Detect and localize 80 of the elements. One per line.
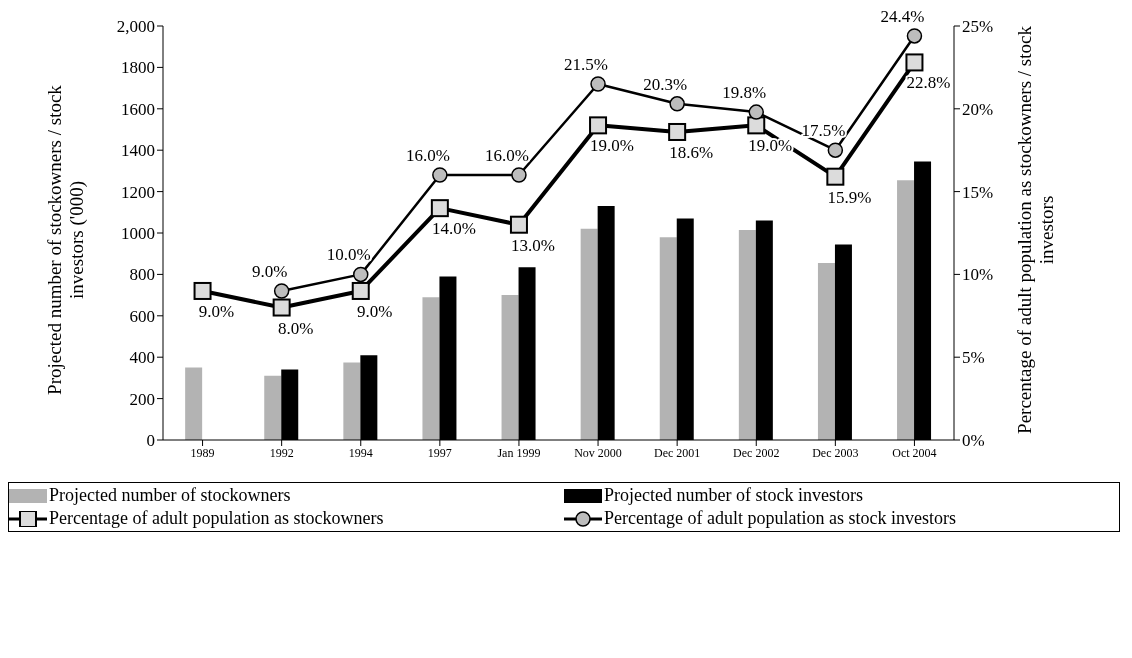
- y2-tick-label: 20%: [962, 99, 994, 119]
- x-tick-label: 1997: [427, 445, 452, 460]
- y-axis-title: Projected number of stockowners / stock investors ('000): [44, 84, 88, 397]
- point: [826, 167, 845, 186]
- bar: [659, 237, 677, 440]
- y-tick-label: 1400: [121, 141, 155, 161]
- data-label: 17.5%: [801, 121, 846, 141]
- x-tick-label: Dec 2003: [812, 445, 859, 460]
- data-label: 22.8%: [906, 73, 951, 93]
- point: [906, 28, 923, 44]
- point: [748, 104, 764, 120]
- data-label: 15.9%: [827, 187, 872, 207]
- data-label: 8.0%: [277, 318, 314, 338]
- data-label: 9.0%: [251, 261, 288, 281]
- x-tick-label: Nov 2000: [574, 445, 622, 460]
- y-tick-label: 200: [129, 389, 155, 409]
- data-label: 20.3%: [643, 74, 688, 94]
- y-tick-label: 800: [129, 265, 155, 285]
- bar: [501, 295, 519, 440]
- point: [430, 199, 449, 218]
- point: [590, 76, 606, 92]
- x-tick-label: Dec 2001: [653, 445, 701, 460]
- x-tick-label: Dec 2002: [733, 445, 780, 460]
- point: [351, 281, 370, 300]
- y-tick-label: 1000: [121, 224, 155, 244]
- point: [669, 96, 685, 112]
- data-label: 19.8%: [722, 83, 767, 103]
- y-tick-label: 1200: [121, 182, 155, 202]
- y2-axis-title: Percentage of adult population as stockowners / stock investors: [1014, 25, 1058, 436]
- legend-label: Percentage of adult population as stock investors: [604, 508, 956, 529]
- point: [511, 167, 527, 183]
- bar: [185, 367, 203, 440]
- point: [747, 116, 766, 135]
- data-label: 19.0%: [590, 136, 635, 156]
- point: [432, 167, 448, 183]
- point: [589, 116, 608, 135]
- y-tick-label: 600: [129, 306, 155, 326]
- legend-label: Projected number of stock investors: [604, 485, 863, 506]
- data-label: 16.0%: [405, 146, 450, 166]
- legend-label: Percentage of adult population as stockowners: [49, 508, 384, 529]
- y2-tick-label: 25%: [962, 17, 994, 37]
- point: [668, 122, 687, 141]
- data-label: 21.5%: [564, 54, 609, 74]
- bar: [580, 228, 598, 440]
- data-label: 9.0%: [357, 301, 393, 321]
- legend-label: Projected number of stockowners: [49, 485, 291, 506]
- point: [273, 283, 290, 299]
- data-label: 18.6%: [669, 142, 714, 162]
- bar: [738, 229, 756, 440]
- point: [905, 53, 924, 72]
- y-tick-label: 0: [146, 431, 155, 451]
- y-tick-label: 2,000: [116, 17, 155, 37]
- point: [193, 281, 212, 300]
- point: [509, 215, 528, 234]
- y2-tick-label: 15%: [962, 182, 994, 202]
- y-tick-label: 1800: [121, 58, 155, 78]
- data-label: 16.0%: [484, 146, 529, 166]
- y2-tick-label: 5%: [962, 348, 985, 368]
- data-label: 14.0%: [431, 219, 476, 239]
- y2-tick-label: 0%: [962, 431, 985, 451]
- y2-tick-label: 10%: [962, 265, 994, 285]
- data-label: 10.0%: [326, 245, 371, 265]
- data-label: 13.0%: [510, 235, 555, 255]
- x-tick-label: 1989: [190, 445, 215, 460]
- x-tick-label: Jan 1999: [497, 445, 541, 460]
- data-label: 9.0%: [198, 301, 235, 321]
- bar: [264, 375, 282, 440]
- point: [827, 142, 844, 158]
- x-tick-label: 1992: [269, 445, 294, 460]
- x-tick-label: 1994: [348, 445, 373, 460]
- y-tick-label: 1600: [121, 99, 155, 119]
- y-tick-label: 400: [129, 348, 155, 368]
- bar: [343, 362, 361, 440]
- bar: [422, 297, 440, 440]
- point: [272, 298, 291, 317]
- data-label: 24.4%: [880, 6, 925, 26]
- bar: [817, 263, 835, 440]
- point: [353, 266, 369, 283]
- x-tick-label: Oct 2004: [892, 445, 937, 460]
- bar: [897, 180, 915, 440]
